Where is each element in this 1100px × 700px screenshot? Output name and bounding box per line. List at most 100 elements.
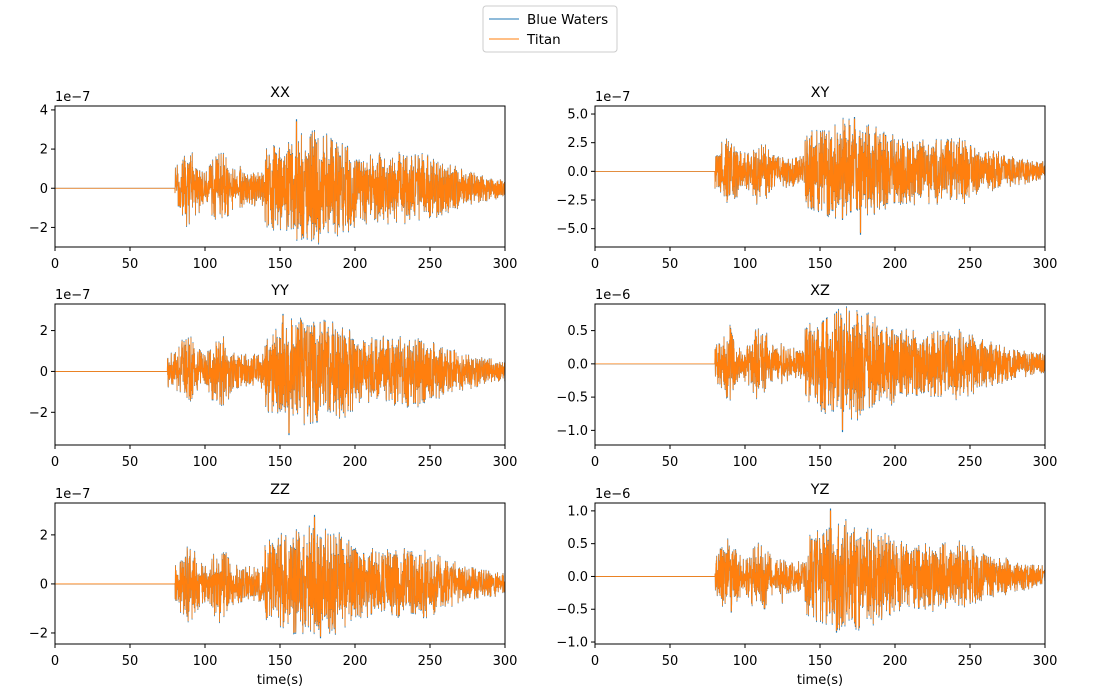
x-tick-label: 50 (662, 257, 679, 272)
x-tick-label: 100 (733, 257, 758, 272)
axis-offset-label: 1e−7 (595, 90, 630, 105)
y-tick-label: 0.5 (567, 324, 588, 339)
x-tick-label: 100 (193, 257, 218, 272)
series-group (595, 508, 1045, 633)
x-tick-label: 100 (733, 455, 758, 470)
subplot-yz: 0 50 100 150 200 250 300 −1.0 −0.5 0.0 0.5 1.0 YZ 1e−… (556, 482, 1057, 688)
x-tick-label: 300 (1033, 654, 1058, 669)
x-tick-label: 150 (268, 654, 293, 669)
y-tick-label: 2 (40, 324, 48, 339)
y-tick-label: −0.5 (556, 603, 588, 618)
x-tick-label: 200 (343, 455, 368, 470)
legend-frame (482, 5, 618, 53)
y-tick-label: 2 (40, 143, 48, 158)
series-line-titan (595, 510, 1045, 631)
x-tick-label: 100 (733, 654, 758, 669)
series-group (595, 306, 1045, 433)
x-tick-label: 0 (51, 654, 59, 669)
legend-entry-label: Blue Waters (527, 12, 608, 28)
series-line-titan (595, 118, 1045, 233)
axis-offset-label: 1e−7 (55, 90, 90, 105)
x-tick-label: 0 (591, 455, 599, 470)
x-tick-label: 300 (493, 654, 518, 669)
x-tick-label: 150 (808, 257, 833, 272)
x-tick-label: 250 (418, 455, 443, 470)
x-tick-label: 300 (493, 455, 518, 470)
x-tick-label: 150 (268, 257, 293, 272)
x-axis-label: time(s) (797, 673, 843, 688)
x-tick-label: 200 (883, 257, 908, 272)
x-tick-label: 0 (591, 257, 599, 272)
x-tick-label: 50 (662, 455, 679, 470)
series-group (595, 117, 1045, 235)
y-tick-label: −5.0 (556, 222, 588, 237)
legend: Blue Waters Titan (482, 5, 618, 53)
x-tick-label: 100 (193, 455, 218, 470)
series-group (55, 514, 505, 639)
x-tick-label: 250 (418, 257, 443, 272)
x-tick-label: 50 (662, 654, 679, 669)
series-group (55, 119, 505, 245)
x-tick-label: 250 (418, 654, 443, 669)
y-tick-label: −1.0 (556, 636, 588, 651)
subplot-xz: 0 50 100 150 200 250 300 −1.0 −0.5 0.0 0.5 XZ 1e−6 (556, 283, 1057, 470)
y-tick-label: 0.0 (567, 570, 588, 585)
x-tick-label: 250 (958, 654, 983, 669)
y-tick-label: 5.0 (567, 108, 588, 123)
legend-entry-label: Titan (526, 32, 561, 48)
x-tick-label: 300 (1033, 257, 1058, 272)
x-tick-label: 200 (883, 455, 908, 470)
x-tick-label: 150 (808, 654, 833, 669)
x-axis-label: time(s) (257, 673, 303, 688)
subplot-title: XY (811, 85, 830, 101)
y-tick-label: −1.0 (556, 424, 588, 439)
y-tick-label: 4 (40, 103, 48, 118)
axis-offset-label: 1e−6 (595, 288, 630, 303)
subplot-title: XZ (810, 283, 830, 299)
y-tick-label: −0.5 (556, 391, 588, 406)
axis-offset-label: 1e−6 (595, 487, 630, 502)
y-tick-label: 0 (40, 577, 48, 592)
x-tick-label: 50 (122, 257, 139, 272)
series-line-titan (55, 516, 505, 637)
x-tick-label: 50 (122, 654, 139, 669)
series-line-titan (55, 121, 505, 243)
series-group (55, 313, 505, 436)
x-tick-label: 150 (808, 455, 833, 470)
y-tick-label: 0.0 (567, 357, 588, 372)
x-tick-label: 300 (493, 257, 518, 272)
y-tick-label: 0.0 (567, 165, 588, 180)
axis-offset-label: 1e−7 (55, 487, 90, 502)
x-tick-label: 0 (51, 455, 59, 470)
y-tick-label: 2.5 (567, 136, 588, 151)
x-tick-label: 200 (883, 654, 908, 669)
x-tick-label: 100 (193, 654, 218, 669)
y-tick-label: 2 (40, 528, 48, 543)
subplot-title: XX (270, 85, 290, 101)
y-tick-label: −2 (29, 626, 48, 641)
x-tick-label: 0 (591, 654, 599, 669)
series-line-titan (595, 307, 1045, 431)
x-tick-label: 250 (958, 455, 983, 470)
x-tick-label: 150 (268, 455, 293, 470)
y-tick-label: 0 (40, 365, 48, 380)
subplot-title: YY (270, 283, 289, 299)
x-tick-label: 0 (51, 257, 59, 272)
x-tick-label: 50 (122, 455, 139, 470)
y-tick-label: 0 (40, 182, 48, 197)
y-tick-label: −2.5 (556, 194, 588, 209)
series-line-titan (55, 315, 505, 434)
axis-offset-label: 1e−7 (55, 288, 90, 303)
y-tick-label: 0.5 (567, 537, 588, 552)
subplot-title: ZZ (270, 482, 290, 498)
subplot-xy: 0 50 100 150 200 250 300 −5.0 −2.5 0.0 2.5 5.0 XY 1e−… (556, 85, 1057, 272)
y-tick-label: −2 (29, 221, 48, 236)
subplot-xx: 0 50 100 150 200 250 300 −2 0 2 4 XX 1e−7 (29, 85, 518, 272)
x-tick-label: 250 (958, 257, 983, 272)
y-tick-label: 1.0 (567, 504, 588, 519)
subplot-yy: 0 50 100 150 200 250 300 −2 0 2 YY 1e−7 (29, 283, 518, 470)
x-tick-label: 200 (343, 654, 368, 669)
